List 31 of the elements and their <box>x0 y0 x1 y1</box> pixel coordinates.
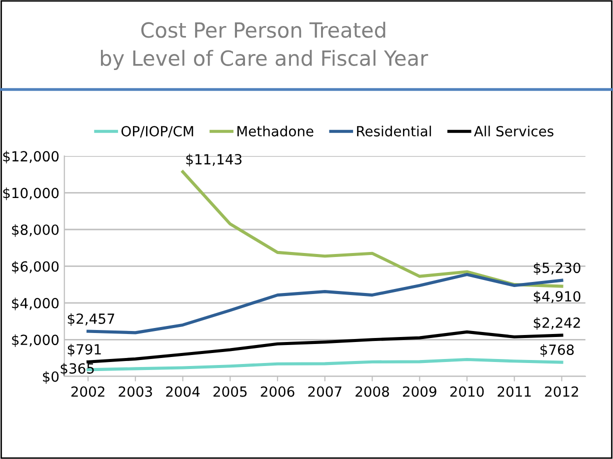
x-tick-label: 2006 <box>260 386 294 397</box>
y-tick-label: $10,000 <box>3 188 59 200</box>
data-label: $2,457 <box>68 313 114 326</box>
legend-label: OP/IOP/CM <box>121 126 194 138</box>
x-tick-label: 2009 <box>402 386 436 397</box>
y-tick-label: $12,000 <box>3 150 59 164</box>
data-label: $791 <box>68 344 101 356</box>
data-label: $2,242 <box>534 317 580 330</box>
x-tick-label: 2003 <box>118 386 152 397</box>
x-tick-label: 2005 <box>214 386 247 397</box>
y-tick-label: $0 <box>42 371 59 384</box>
data-label: $4,910 <box>534 290 580 304</box>
x-tick-label: 2002 <box>71 386 104 397</box>
y-tick-label: $2,000 <box>12 334 59 347</box>
legend-label: All Services <box>474 126 554 136</box>
data-label: $11,143 <box>186 154 242 166</box>
chart-title: Cost Per Person Treated by Level of Care and Fiscal Year <box>100 22 428 70</box>
x-tick-label: 2008 <box>356 386 389 397</box>
x-tick-label: 2010 <box>450 386 484 397</box>
y-tick-label: $6,000 <box>12 260 59 274</box>
y-tick-label: $8,000 <box>12 224 59 237</box>
data-label: $768 <box>540 344 574 357</box>
legend-label: Residential <box>357 126 431 136</box>
x-tick-label: 2012 <box>545 386 578 397</box>
data-label: $365 <box>60 362 94 376</box>
x-tick-label: 2011 <box>498 386 531 397</box>
data-label: $5,230 <box>534 262 580 275</box>
y-tick-label: $4,000 <box>12 298 59 310</box>
x-tick-label: 2004 <box>166 386 200 397</box>
x-tick-label: 2007 <box>308 386 342 397</box>
legend-label: Methadone <box>237 126 314 136</box>
